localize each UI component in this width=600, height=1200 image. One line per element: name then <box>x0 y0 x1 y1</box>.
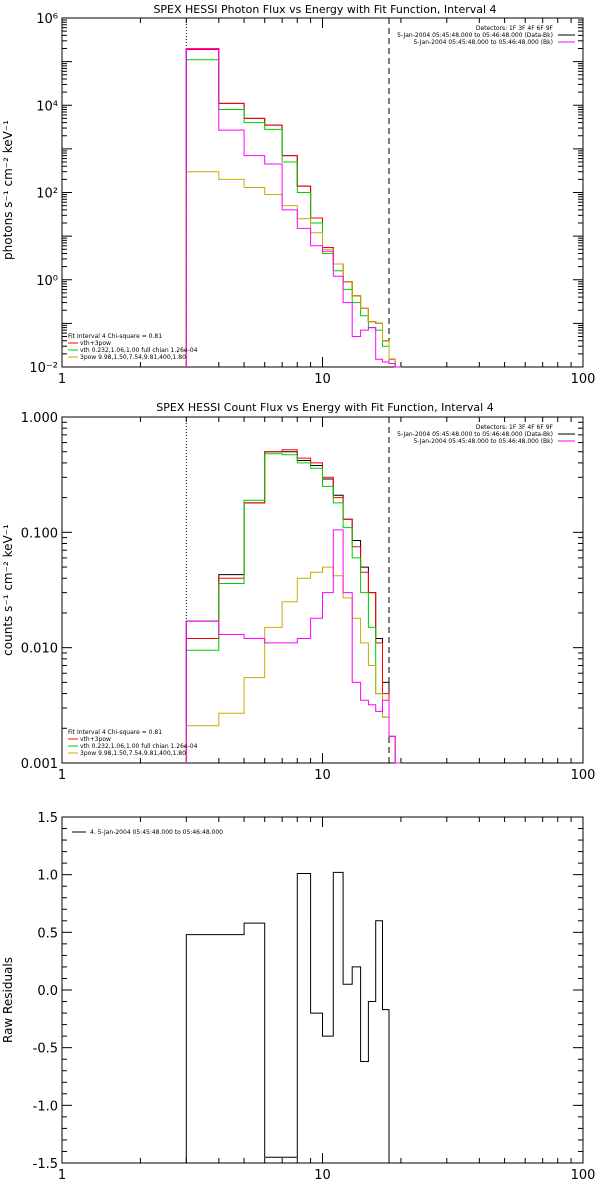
y-tick-label: 0.001 <box>21 757 58 772</box>
y-tick-label: 0.100 <box>21 526 58 541</box>
legend-bottom-left-entry: vth+3pow <box>80 736 111 743</box>
y-tick-label: -1.5 <box>33 1157 58 1172</box>
x-tick-label: 1 <box>58 768 66 783</box>
y-tick-label: 0.010 <box>21 642 58 657</box>
legend-top-right-entry: 5-Jan-2004 05:45:48.000 to 05:46:48.000 … <box>397 431 553 438</box>
x-tick-label: 100 <box>571 372 596 387</box>
residuals-plot-area: 1 10 100 -1.5 -1.0 -0.5 0.0 0.5 1.0 1.5 4. 5-Jan-2… <box>33 811 596 1183</box>
y-tick-label: 0.5 <box>37 926 58 941</box>
legend-bottom-left-entry: vth 0.232,1.06,1.00 full chian 1.26e-04 <box>80 743 198 750</box>
photon-flux-title: SPEX HESSI Photon Flux vs Energy with Fi… <box>153 3 496 16</box>
legend-bottom-left-entry: vth+3pow <box>80 340 111 347</box>
x-tick-label: 10 <box>314 1168 331 1183</box>
y-tick-label: -1.0 <box>33 1099 58 1114</box>
y-tick-label: 10⁰ <box>36 274 58 289</box>
x-tick-label: 1 <box>58 372 66 387</box>
legend-bottom-left-entry: vth 0.232,1.06,1.00 full chian 1.26e-04 <box>80 347 198 354</box>
x-tick-label: 10 <box>314 372 331 387</box>
legend-bottom-left-entry: 3pow 9.98,1.50,7.54,9.81,400,1.80 <box>80 354 186 361</box>
legend-top-right-entry: 5-Jan-2004 05:45:48.000 to 05:46:48.000 … <box>413 39 553 46</box>
legend-bottom-left-entry: Fit Interval 4 Chi-square = 0.81 <box>68 333 162 340</box>
legend-bottom-left-entry: Fit Interval 4 Chi-square = 0.81 <box>68 729 162 736</box>
y-tick-label: 10⁻² <box>29 361 58 376</box>
photon-flux-panel: SPEX HESSI Photon Flux vs Energy with Fi… <box>1 3 595 387</box>
count-flux-plot-area: 1 10 100 0.001 0.010 0.100 1.000 Detectors: 1F … <box>21 411 596 783</box>
series-line-residuals <box>185 871 390 1163</box>
x-tick-label: 100 <box>571 768 596 783</box>
residuals-panel: Raw Residuals 1 10 100 -1.5 -1.0 -0.5 0.0 0.5 1.… <box>1 811 595 1183</box>
y-tick-label: 0.0 <box>37 984 58 999</box>
photon-flux-ylabel: photons s⁻¹ cm⁻² keV⁻¹ <box>1 120 15 260</box>
legend-top-right-entry: 5-Jan-2004 05:45:48.000 to 05:46:48.000 … <box>413 438 553 445</box>
y-tick-label: 10⁶ <box>36 12 58 27</box>
x-tick-label: 10 <box>314 768 331 783</box>
series-line-bk <box>185 529 401 764</box>
count-flux-panel: SPEX HESSI Count Flux vs Energy with Fit… <box>1 401 595 783</box>
y-tick-label: 10² <box>36 187 58 202</box>
y-tick-label: 1.0 <box>37 869 58 884</box>
legend-bottom-left-entry: 3pow 9.98,1.50,7.54,9.81,400,1.80 <box>80 750 186 757</box>
y-tick-label: 1.5 <box>37 811 58 826</box>
count-flux-ylabel: counts s⁻¹ cm⁻² keV⁻¹ <box>1 524 15 656</box>
y-tick-label: 10⁴ <box>36 99 58 114</box>
count-flux-title: SPEX HESSI Count Flux vs Energy with Fit… <box>156 401 493 414</box>
residuals-ylabel: Raw Residuals <box>1 957 15 1043</box>
legend-top-right-entry: Detectors: 1F 3F 4F 6F 9F <box>476 25 554 32</box>
legend-top-right-entry: 5-Jan-2004 05:45:48.000 to 05:46:48.000 … <box>397 32 553 39</box>
legend-top-left-entry: 4. 5-Jan-2004 05:45:48.000 to 05:46:48.0… <box>90 829 223 836</box>
y-tick-label: 1.000 <box>21 411 58 426</box>
series-line-bk <box>185 48 401 368</box>
y-tick-label: -0.5 <box>33 1042 58 1057</box>
x-tick-label: 100 <box>571 1168 596 1183</box>
legend-top-right-entry: Detectors: 1F 3F 4F 6F 9F <box>476 424 554 431</box>
x-tick-label: 1 <box>58 1168 66 1183</box>
photon-flux-plot-area: 1 10 100 10⁻² 10⁰ 10² 10⁴ 10⁶ Detectors: 1F 3F 4… <box>29 12 595 387</box>
